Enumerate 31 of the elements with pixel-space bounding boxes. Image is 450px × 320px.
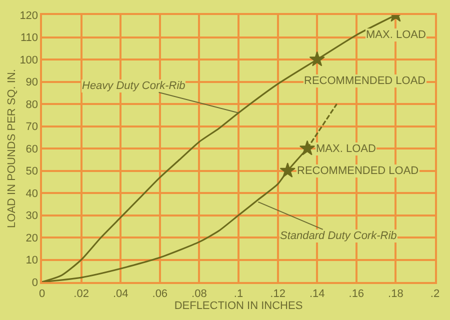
- x-tick-label: .06: [152, 288, 168, 300]
- x-tick-label: .12: [270, 288, 286, 300]
- x-tick-label: .2: [430, 288, 440, 300]
- y-tick-label: 60: [26, 143, 38, 156]
- y-tick-label: 0: [32, 276, 38, 289]
- y-tick-label: 10: [26, 254, 38, 267]
- annotation: RECOMMENDED LOAD: [304, 75, 426, 87]
- y-tick-label: 110: [20, 32, 38, 44]
- y-tick-label: 100: [20, 54, 38, 66]
- annotation: RECOMMENDED LOAD: [297, 165, 419, 177]
- y-tick-label: 70: [26, 121, 38, 134]
- x-tick-label: .18: [388, 288, 404, 300]
- y-tick-label: 30: [26, 210, 38, 222]
- x-axis-title: DEFLECTION IN INCHES: [174, 300, 303, 312]
- y-tick-label: 40: [26, 188, 38, 200]
- annotation: MAX. LOAD: [316, 143, 376, 155]
- y-tick-label: 80: [26, 98, 38, 111]
- y-tick-label: 20: [26, 232, 38, 244]
- x-tick-label: .1: [234, 288, 244, 300]
- y-axis-title: LOAD IN POUNDS PER SQ. IN.: [6, 69, 18, 228]
- x-tick-label: .08: [192, 288, 207, 300]
- x-tick-label: .04: [112, 288, 128, 300]
- x-tick-label: .14: [309, 288, 325, 300]
- y-tick-label: 50: [26, 166, 38, 178]
- annotation: Standard Duty Cork-Rib: [280, 230, 397, 242]
- x-tick-label: .16: [348, 288, 364, 300]
- annotation: Heavy Duty Cork-Rib: [82, 80, 186, 92]
- y-tick-label: 120: [20, 10, 38, 22]
- annotation: MAX. LOAD: [366, 29, 426, 41]
- x-tick-label: .02: [74, 288, 89, 300]
- y-tick-label: 90: [26, 76, 38, 89]
